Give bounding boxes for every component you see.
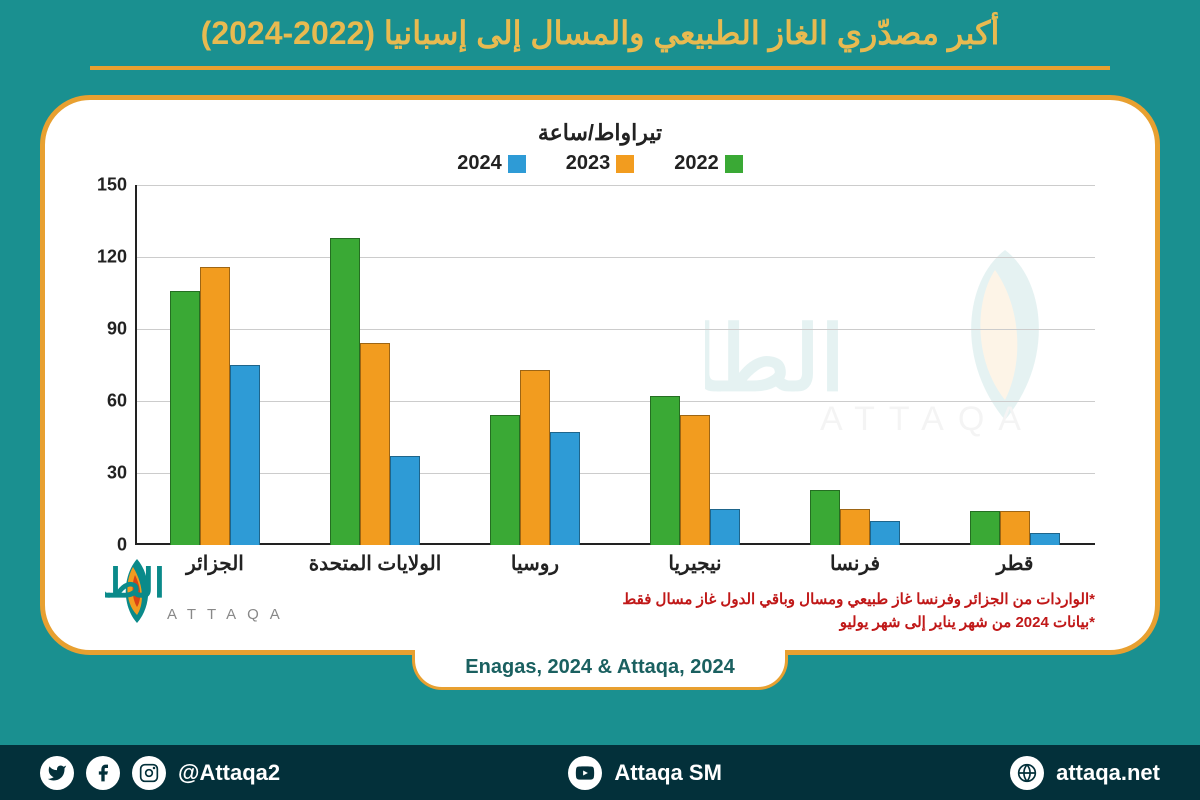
- legend-item: 2022: [674, 152, 743, 175]
- legend-item: 2023: [566, 152, 635, 175]
- instagram-icon: [132, 756, 166, 790]
- bar-group: [295, 185, 455, 545]
- header-spacer-right: [1110, 0, 1200, 70]
- bar: [870, 521, 900, 545]
- footer-url: attaqa.net: [1056, 760, 1160, 786]
- bar: [360, 343, 390, 545]
- logo-text-en: ATTAQA: [167, 606, 291, 623]
- source-banner: Enagas, 2024 & Attaqa, 2024: [412, 650, 787, 690]
- bar: [810, 490, 840, 545]
- bar-groups: [135, 185, 1095, 545]
- bar: [330, 238, 360, 545]
- legend-swatch: [508, 155, 526, 173]
- plot-area: 0306090120150: [135, 185, 1095, 545]
- footer-right: attaqa.net: [1010, 756, 1160, 790]
- brand-logo: الطاقة ATTAQA: [105, 553, 305, 638]
- youtube-icon: [568, 756, 602, 790]
- bar: [200, 267, 230, 545]
- globe-icon: [1010, 756, 1044, 790]
- chart-card: الطاقة ATTAQA تيراواط/ساعة 202220232024 …: [40, 95, 1160, 655]
- x-tick-label: قطر: [935, 545, 1095, 576]
- header-center: أكبر مصدّري الغاز الطبيعي والمسال إلى إس…: [90, 0, 1110, 70]
- bar: [970, 511, 1000, 545]
- footer-center: Attaqa SM: [568, 756, 722, 790]
- bar: [840, 509, 870, 545]
- bar-group: [135, 185, 295, 545]
- legend-label: 2024: [457, 152, 502, 175]
- bar: [650, 396, 680, 545]
- page-title: أكبر مصدّري الغاز الطبيعي والمسال إلى إس…: [201, 14, 1000, 52]
- x-tick-label: روسيا: [455, 545, 615, 576]
- bar-group: [935, 185, 1095, 545]
- legend: 2022 2023 2024: [95, 152, 1105, 175]
- y-tick-label: 90: [107, 319, 127, 340]
- bar: [170, 291, 200, 545]
- y-tick-label: 60: [107, 391, 127, 412]
- bar: [710, 509, 740, 545]
- bar: [550, 432, 580, 545]
- bar-group: [775, 185, 935, 545]
- bar-group: [615, 185, 775, 545]
- footnotes: *الواردات من الجزائر وفرنسا غاز طبيعي وم…: [622, 589, 1095, 634]
- y-tick-label: 150: [97, 175, 127, 196]
- legend-swatch: [725, 155, 743, 173]
- twitter-icon: [40, 756, 74, 790]
- footer-left: @Attaqa2: [40, 756, 280, 790]
- y-tick-label: 120: [97, 247, 127, 268]
- x-tick-label: فرنسا: [775, 545, 935, 576]
- logo-text-ar: الطاقة: [105, 562, 165, 606]
- main-area: الطاقة ATTAQA تيراواط/ساعة 202220232024 …: [0, 70, 1200, 745]
- footnote-1: *الواردات من الجزائر وفرنسا غاز طبيعي وم…: [622, 589, 1095, 612]
- bar: [680, 415, 710, 545]
- legend-swatch: [616, 155, 634, 173]
- chart-subtitle: تيراواط/ساعة: [95, 120, 1105, 146]
- bar: [520, 370, 550, 545]
- bar: [1030, 533, 1060, 545]
- bar: [490, 415, 520, 545]
- header-spacer-left: [0, 0, 90, 70]
- bar: [1000, 511, 1030, 545]
- y-axis: 0306090120150: [95, 185, 135, 545]
- bar: [230, 365, 260, 545]
- facebook-icon: [86, 756, 120, 790]
- y-tick-label: 30: [107, 463, 127, 484]
- legend-label: 2023: [566, 152, 611, 175]
- footer: @Attaqa2 Attaqa SM attaqa.net: [0, 745, 1200, 800]
- legend-item: 2024: [457, 152, 526, 175]
- x-tick-label: الولايات المتحدة: [295, 545, 455, 576]
- bar: [390, 456, 420, 545]
- legend-label: 2022: [674, 152, 719, 175]
- header: أكبر مصدّري الغاز الطبيعي والمسال إلى إس…: [0, 0, 1200, 70]
- bar-group: [455, 185, 615, 545]
- footer-handle-center: Attaqa SM: [614, 760, 722, 786]
- footer-handle-left: @Attaqa2: [178, 760, 280, 786]
- source-row: Enagas, 2024 & Attaqa, 2024: [40, 655, 1160, 705]
- x-tick-label: نيجيريا: [615, 545, 775, 576]
- footnote-2: *بيانات 2024 من شهر يناير إلى شهر يوليو: [622, 612, 1095, 635]
